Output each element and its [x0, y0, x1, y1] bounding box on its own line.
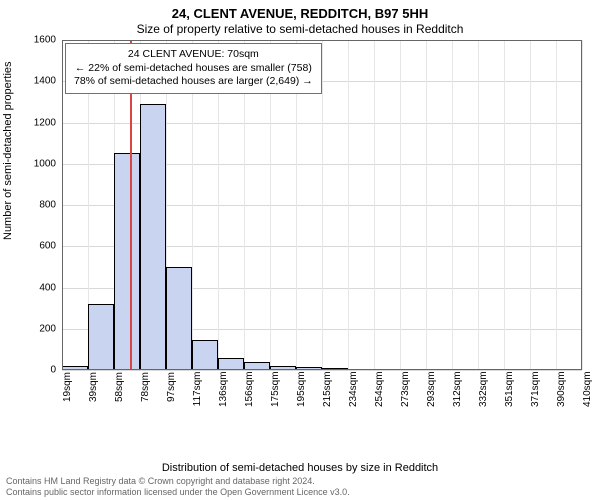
x-tick: 390sqm: [556, 355, 567, 393]
histogram-bar: [62, 366, 87, 370]
y-tick: 1600: [34, 35, 56, 46]
histogram-bar: [88, 304, 113, 370]
x-tick: 273sqm: [400, 355, 411, 393]
x-tick: 215sqm: [322, 355, 333, 393]
y-tick: 1200: [34, 117, 56, 128]
y-tick: 0: [50, 365, 56, 376]
y-tick: 600: [39, 241, 56, 252]
histogram-bar: [270, 366, 295, 370]
x-tick: 332sqm: [478, 355, 489, 393]
gridline-v: [62, 40, 63, 370]
histogram-bar: [322, 368, 347, 370]
y-tick: 1400: [34, 76, 56, 87]
histogram-bar: [166, 267, 191, 370]
gridline-v: [452, 40, 453, 370]
gridline-v: [400, 40, 401, 370]
gridline-v: [374, 40, 375, 370]
chart-title: 24, CLENT AVENUE, REDDITCH, B97 5HH: [0, 6, 600, 21]
x-tick: 19sqm: [62, 358, 73, 390]
y-tick: 400: [39, 282, 56, 293]
gridline-v: [426, 40, 427, 370]
attribution-line-2: Contains public sector information licen…: [6, 487, 594, 498]
histogram-bar: [140, 104, 165, 370]
y-tick: 800: [39, 200, 56, 211]
x-tick: 254sqm: [374, 355, 385, 393]
x-tick: 234sqm: [348, 355, 359, 393]
chart-subtitle: Size of property relative to semi-detach…: [0, 22, 600, 36]
marker-info-box: 24 CLENT AVENUE: 70sqm ← 22% of semi-det…: [65, 43, 322, 94]
histogram-bar: [296, 367, 321, 370]
x-tick: 293sqm: [426, 355, 437, 393]
x-tick: 175sqm: [270, 355, 281, 393]
x-tick: 351sqm: [504, 355, 515, 393]
y-tick: 200: [39, 323, 56, 334]
info-line-3: 78% of semi-detached houses are larger (…: [74, 75, 313, 89]
gridline-v: [478, 40, 479, 370]
plot-area: 0200400600800100012001400160019sqm39sqm5…: [62, 40, 582, 370]
y-axis-label: Number of semi-detached properties: [2, 61, 14, 240]
histogram-bar: [218, 358, 243, 370]
gridline-v: [504, 40, 505, 370]
info-line-2: ← 22% of semi-detached houses are smalle…: [74, 62, 313, 76]
chart-container: 24, CLENT AVENUE, REDDITCH, B97 5HH Size…: [0, 0, 600, 500]
attribution-line-1: Contains HM Land Registry data © Crown c…: [6, 476, 594, 487]
info-line-1: 24 CLENT AVENUE: 70sqm: [74, 48, 313, 62]
gridline-v: [582, 40, 583, 370]
gridline-v: [322, 40, 323, 370]
x-tick: 371sqm: [530, 355, 541, 393]
x-axis-label: Distribution of semi-detached houses by …: [0, 462, 600, 474]
x-tick: 410sqm: [582, 355, 593, 393]
histogram-bar: [244, 362, 269, 370]
gridline-v: [348, 40, 349, 370]
gridline-v: [530, 40, 531, 370]
x-tick: 195sqm: [296, 355, 307, 393]
attribution-text: Contains HM Land Registry data © Crown c…: [0, 474, 600, 500]
x-tick: 312sqm: [452, 355, 463, 393]
histogram-bar: [192, 340, 217, 370]
y-tick: 1000: [34, 158, 56, 169]
histogram-bar: [114, 153, 139, 370]
gridline-v: [556, 40, 557, 370]
